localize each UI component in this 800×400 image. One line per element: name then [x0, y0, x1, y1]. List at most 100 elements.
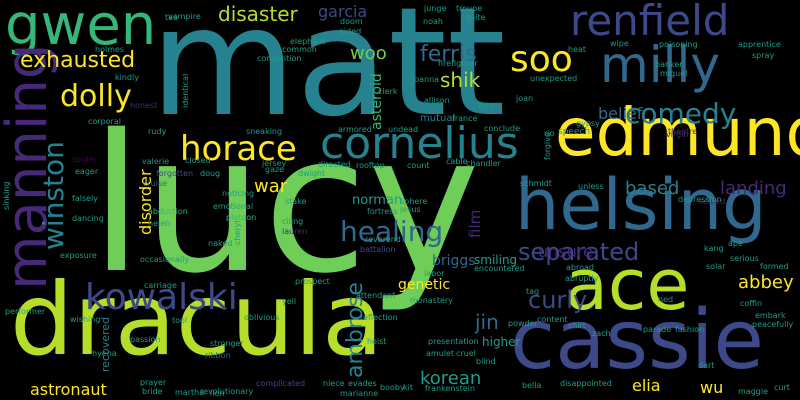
- word-bella: bella: [522, 381, 542, 390]
- word-matt: matt: [150, 0, 506, 150]
- word-closed: closed: [185, 156, 211, 165]
- word-ciling: ciling: [282, 217, 304, 226]
- word-identical: identical: [181, 73, 190, 108]
- word-falsely: falsely: [72, 194, 98, 203]
- word-passion: passion: [130, 335, 161, 344]
- word-apprentice: apprentice: [738, 40, 781, 49]
- word-cheryl: cheryl: [233, 220, 242, 245]
- word-unsure: unsure: [538, 242, 593, 261]
- word-allison: allison: [424, 96, 450, 105]
- word-curt: curt: [774, 383, 790, 392]
- word-wishing: wishing: [70, 315, 101, 324]
- word-martha: martha: [175, 388, 205, 397]
- word-sinking: sinking: [2, 181, 11, 210]
- word-stronger: stronger: [210, 339, 244, 348]
- word-shik: shik: [440, 68, 481, 92]
- word-gypsy: gypsy: [576, 119, 600, 128]
- word-exhausted: exhausted: [20, 48, 136, 73]
- word-lucy: lucy: [90, 94, 481, 315]
- word-elephant: elephant: [290, 37, 326, 46]
- word-armored: armored: [338, 125, 372, 134]
- word-war: war: [254, 176, 288, 197]
- word-gaze: gaze: [265, 165, 285, 174]
- word-chandler: chandler: [466, 159, 501, 168]
- word-helsing: helsing: [515, 164, 767, 246]
- word-tag: tag: [526, 287, 540, 296]
- word-abduction: abduction: [148, 207, 188, 216]
- word-occasionally: occasionally: [140, 255, 190, 264]
- word-jesus: jesus: [400, 205, 421, 214]
- word-sphere: sphere: [400, 197, 428, 206]
- word-troupe: troupe: [456, 4, 483, 13]
- word-vampire: vampire: [168, 12, 201, 21]
- word-dolly: dolly: [60, 79, 132, 114]
- word-zach: zach: [592, 329, 611, 338]
- word-naked: naked: [208, 239, 233, 248]
- word-kit: kit: [403, 383, 413, 392]
- word-convention: convention: [257, 54, 302, 63]
- word-peacefully: peacefully: [752, 320, 794, 329]
- word-ape: ape: [728, 239, 743, 248]
- word-prayer: prayer: [140, 378, 167, 387]
- word-based: based: [625, 178, 680, 199]
- word-complicated: complicated: [256, 379, 306, 388]
- word-platoon: platoon: [226, 213, 257, 222]
- word-dancing: dancing: [72, 214, 104, 223]
- word-formed: formed: [760, 262, 789, 271]
- word-sealed: sealed: [699, 197, 726, 206]
- word-yeil: yeil: [282, 297, 297, 306]
- word-joan: joan: [516, 94, 534, 103]
- word-joanna: joanna: [412, 75, 440, 84]
- word-france: france: [452, 114, 478, 123]
- word-landing: landing: [720, 178, 787, 199]
- word-encountered: encountered: [474, 264, 525, 273]
- word-lion: lion: [210, 389, 225, 398]
- word-korean: korean: [420, 368, 482, 389]
- word-fortress: fortress: [367, 207, 398, 216]
- word-tom: tom: [478, 101, 494, 110]
- word-milly: milly: [600, 36, 720, 94]
- word-woo: woo: [350, 43, 387, 64]
- word-firefighter: firefighter: [438, 59, 478, 68]
- word-parade: parade: [643, 325, 672, 334]
- word-fashion: fashion: [675, 325, 705, 334]
- word-edmund: edmund: [555, 94, 800, 171]
- word-doug: doug: [200, 169, 221, 178]
- word-wu: wu: [700, 378, 724, 397]
- word-dracula: dracula: [10, 261, 384, 378]
- word-soo: soo: [510, 39, 573, 80]
- word-healing: healing: [340, 215, 444, 248]
- word-genetic: genetic: [398, 277, 451, 293]
- word-reflection: reflection: [360, 313, 398, 322]
- word-amulet: amulet: [426, 349, 455, 358]
- word-noah: noah: [423, 17, 443, 26]
- word-abroad: abroad: [566, 263, 594, 272]
- word-booby: booby: [380, 383, 405, 392]
- word-embark: embark: [755, 311, 786, 320]
- word-noticing: noticing: [222, 189, 255, 198]
- word-comedy: comedy: [625, 97, 737, 130]
- word-carriage: carriage: [144, 281, 177, 290]
- word-serious: serious: [730, 254, 759, 263]
- word-ferris: ferris: [420, 42, 477, 67]
- word-unless: unless: [578, 182, 604, 191]
- word-theatre: theatre: [668, 127, 698, 136]
- word-ned: ned: [658, 295, 674, 304]
- word-attendant: attendant: [356, 291, 396, 300]
- word-reverend: reverend: [365, 235, 401, 244]
- word-jin: jin: [475, 310, 499, 334]
- word-blind: blind: [476, 357, 496, 366]
- word-heat: heat: [568, 45, 587, 54]
- word-tae: tae: [165, 13, 178, 22]
- word-helen: helen: [148, 219, 171, 228]
- word-powder: powder: [508, 319, 538, 328]
- word-disaster: disaster: [218, 2, 298, 26]
- word-forgive: forgive: [543, 132, 552, 160]
- word-emotional: emotional: [213, 202, 254, 211]
- word-clerk: clerk: [378, 87, 398, 96]
- word-speech: speech: [558, 127, 591, 137]
- word-spider: spider: [72, 155, 97, 164]
- word-honest: honest: [130, 101, 158, 110]
- word-briggs: briggs: [432, 253, 476, 269]
